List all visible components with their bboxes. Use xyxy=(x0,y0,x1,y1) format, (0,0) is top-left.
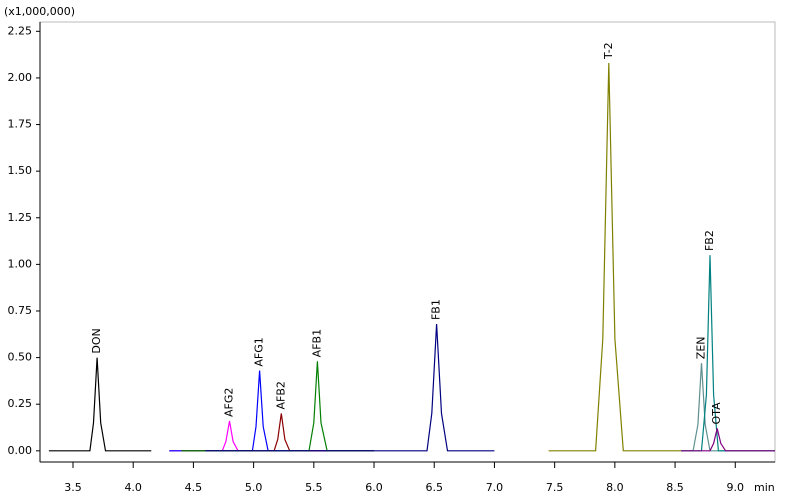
x-tick-label: 8.0 xyxy=(606,481,624,494)
x-tick-label: 3.5 xyxy=(64,481,82,494)
y-tick-label: 2.25 xyxy=(8,24,33,37)
y-tick-label: 1.25 xyxy=(8,211,33,224)
peak-trace xyxy=(169,420,374,452)
y-tick-label: 0.50 xyxy=(8,351,33,364)
y-tick-label: 0.75 xyxy=(8,304,33,317)
x-tick-label: 7.0 xyxy=(486,481,504,494)
peak-trace xyxy=(169,370,374,452)
y-tick-label: 1.50 xyxy=(8,164,33,177)
y-tick-label: 2.00 xyxy=(8,71,33,84)
y-unit-label: (x1,000,000) xyxy=(4,5,75,18)
x-tick-label: 8.5 xyxy=(666,481,684,494)
x-tick-label: 5.0 xyxy=(245,481,263,494)
x-tick-label: 4.5 xyxy=(185,481,203,494)
peak-label: AFB2 xyxy=(274,381,287,409)
x-tick-label: 6.5 xyxy=(425,481,443,494)
peak-trace xyxy=(548,62,682,452)
peak-label: OTA xyxy=(710,402,723,425)
peak-label: AFG1 xyxy=(253,337,266,366)
peak-trace xyxy=(48,357,152,452)
peak-trace xyxy=(205,323,495,452)
peak-label: ZEN xyxy=(695,336,708,359)
y-tick-label: 0.00 xyxy=(8,444,33,457)
peak-label: FB1 xyxy=(430,299,443,320)
peak-label: FB2 xyxy=(703,230,716,251)
x-tick-label: 5.5 xyxy=(305,481,323,494)
x-tick-label: 7.5 xyxy=(546,481,564,494)
peak-label: T-2 xyxy=(602,42,615,60)
y-tick-label: 0.25 xyxy=(8,397,33,410)
peak-label: AFG2 xyxy=(223,388,236,417)
peak-label: AFB1 xyxy=(310,329,323,357)
y-tick-label: 1.75 xyxy=(8,118,33,131)
y-tick-label: 1.00 xyxy=(8,257,33,270)
x-tick-label: 6.0 xyxy=(365,481,383,494)
x-tick-label: 4.0 xyxy=(124,481,142,494)
peak-trace xyxy=(681,428,775,452)
x-axis-label: min xyxy=(754,481,775,494)
peak-label: DON xyxy=(90,328,103,353)
peak-trace xyxy=(681,363,775,452)
x-tick-label: 9.0 xyxy=(727,481,745,494)
peak-trace xyxy=(181,413,374,452)
plot-frame xyxy=(39,21,776,463)
